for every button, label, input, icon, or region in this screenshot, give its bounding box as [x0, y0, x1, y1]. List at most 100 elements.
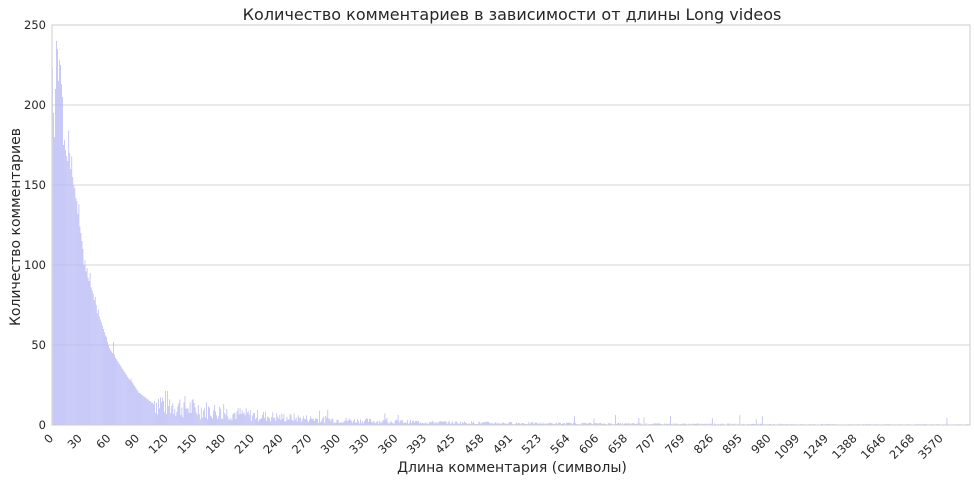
bar [192, 398, 194, 425]
bar [497, 422, 499, 425]
bar [245, 408, 247, 425]
bar [737, 423, 739, 425]
plot-frame [51, 24, 971, 426]
bar [241, 410, 243, 425]
bar [456, 422, 458, 425]
bar [486, 421, 488, 425]
x-tick-label: 564 [547, 431, 572, 456]
bar [325, 415, 327, 425]
bar [422, 423, 424, 425]
bar [564, 422, 565, 425]
x-tick-label: 270 [289, 431, 314, 456]
bar [464, 421, 465, 425]
bars [52, 41, 970, 426]
bar [654, 423, 656, 425]
bar [344, 420, 346, 425]
bar [150, 402, 152, 425]
bar [275, 420, 277, 425]
bar [97, 309, 99, 425]
bar [167, 390, 169, 425]
bar [78, 204, 80, 425]
bar [386, 417, 388, 425]
bar [286, 416, 288, 425]
bar [345, 417, 347, 425]
bar [660, 423, 662, 425]
bar [63, 145, 64, 425]
bar [147, 399, 149, 425]
bar [516, 422, 517, 425]
bar [280, 419, 282, 425]
bar [84, 260, 86, 425]
x-tick-label: 895 [719, 431, 744, 456]
bar [640, 423, 642, 425]
bar [481, 423, 483, 425]
bar [528, 422, 530, 425]
bar [695, 423, 697, 425]
bar [333, 423, 335, 425]
bar [734, 423, 736, 425]
bar [567, 422, 568, 425]
bar [94, 297, 96, 425]
bar [330, 421, 332, 425]
bar [570, 422, 571, 425]
bar [164, 412, 165, 425]
bar [675, 423, 676, 425]
bar [304, 419, 306, 425]
bar [221, 419, 223, 425]
bar [107, 341, 108, 425]
bar [93, 300, 95, 425]
bar [525, 423, 527, 425]
bar [266, 420, 267, 425]
bar [538, 423, 540, 425]
bar [381, 422, 383, 425]
bar [536, 422, 538, 425]
bar [594, 423, 596, 425]
bar [728, 423, 730, 425]
bar [113, 341, 114, 425]
bar [55, 89, 56, 425]
bar [258, 421, 259, 425]
bar [396, 419, 398, 425]
bar [487, 421, 489, 425]
bar [420, 422, 421, 425]
bar [318, 422, 319, 425]
bar [148, 401, 150, 425]
x-tick-label: 3570 [915, 431, 946, 462]
bar [222, 418, 224, 425]
bar [439, 421, 441, 425]
bar [363, 423, 364, 425]
bar [539, 422, 541, 425]
bar [475, 423, 477, 425]
bar [209, 407, 210, 425]
bar [550, 423, 552, 425]
x-tick-label: 707 [633, 431, 658, 456]
bar [291, 419, 293, 425]
bar [609, 423, 611, 425]
bar [236, 411, 238, 425]
bar [53, 113, 54, 425]
bar [112, 353, 113, 425]
x-tick-label: 393 [404, 431, 429, 456]
bar [174, 408, 176, 425]
bar [219, 406, 221, 425]
bar [140, 394, 142, 425]
bar [669, 423, 670, 425]
bar [751, 423, 753, 425]
bar [425, 422, 427, 425]
bar [657, 423, 659, 425]
bar [277, 416, 279, 425]
bar [434, 423, 436, 425]
bar [482, 422, 484, 425]
bar [263, 412, 264, 425]
bar [256, 417, 257, 425]
bar [136, 389, 138, 425]
bar [211, 416, 212, 425]
bar [65, 149, 67, 426]
bar [366, 418, 367, 425]
bar [224, 413, 226, 425]
bar [62, 97, 63, 425]
bar [394, 420, 396, 425]
x-tick-label: 491 [490, 431, 515, 456]
bar [85, 271, 87, 425]
bar [95, 305, 97, 425]
